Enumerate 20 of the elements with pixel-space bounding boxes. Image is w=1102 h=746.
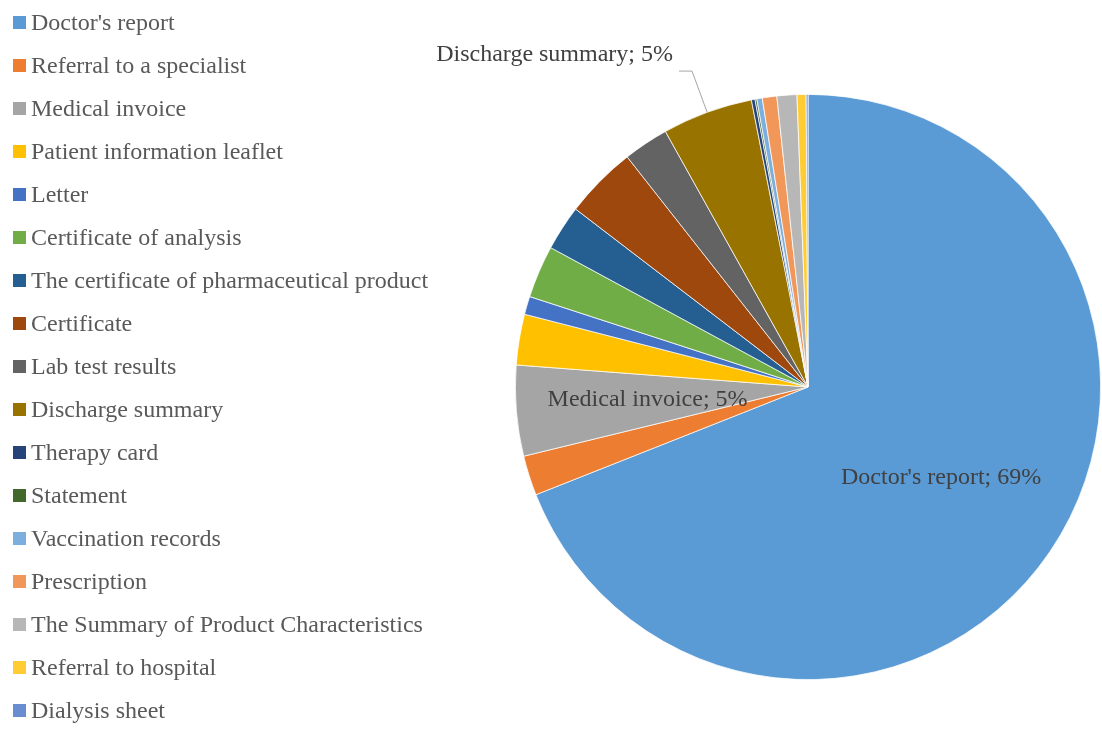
legend-label: Prescription	[31, 568, 147, 595]
legend-label: Medical invoice	[31, 95, 187, 122]
data-label: Medical invoice; 5%	[547, 385, 748, 412]
data-label: Discharge summary; 5%	[436, 40, 674, 67]
legend-label: The Summary of Product Characteristics	[31, 611, 423, 638]
legend-label: Referral to hospital	[31, 654, 217, 681]
legend-label: Certificate	[31, 310, 133, 337]
legend-label: Statement	[31, 482, 127, 509]
legend-label: Lab test results	[31, 353, 177, 380]
legend-label: Discharge summary	[31, 396, 224, 423]
legend-label: Patient information leaflet	[31, 138, 283, 165]
legend-label: Referral to a specialist	[31, 52, 247, 79]
legend-label: Therapy card	[31, 439, 159, 466]
data-label: Doctor's report; 69%	[840, 462, 1042, 489]
legend-label: Certificate of analysis	[31, 224, 242, 251]
legend-label: The certificate of pharmaceutical product	[31, 267, 429, 294]
legend-label: Dialysis sheet	[31, 697, 165, 724]
legend-label: Vaccination records	[31, 525, 221, 552]
legend-label: Doctor's report	[31, 9, 175, 36]
legend-label: Letter	[31, 181, 89, 208]
